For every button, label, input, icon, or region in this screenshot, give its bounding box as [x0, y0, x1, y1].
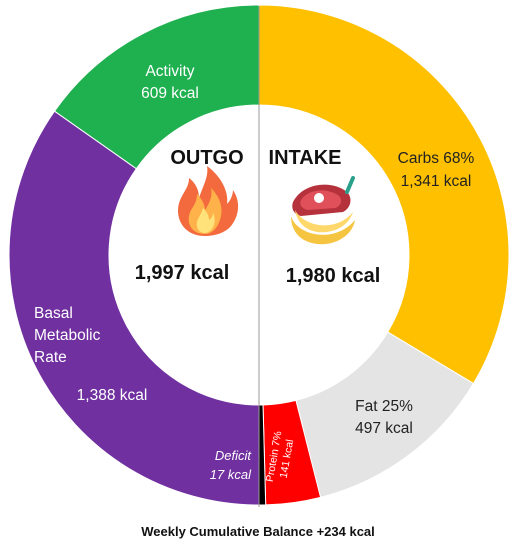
bmr-label-line1: Basal: [34, 305, 73, 322]
donut-segments: [8, 4, 510, 506]
bmr-value: 1,388 kcal: [77, 387, 148, 404]
carbs-value: 1,341 kcal: [401, 173, 472, 190]
outgo-total: 1,997 kcal: [135, 262, 230, 284]
bmr-label-line3: Rate: [34, 349, 67, 366]
footer-balance: Weekly Cumulative Balance +234 kcal: [141, 524, 375, 539]
deficit-label: Deficit: [215, 448, 253, 463]
intake-total: 1,980 kcal: [286, 265, 381, 287]
bmr-label-line2: Metabolic: [34, 327, 101, 344]
flame-icon: [178, 166, 239, 236]
fat-label: Fat 25%: [355, 398, 413, 415]
carbs-label: Carbs 68%: [398, 150, 475, 167]
outgo-heading: OUTGO: [170, 147, 243, 169]
fat-value: 497 kcal: [355, 420, 413, 437]
intake-heading: INTAKE: [269, 147, 342, 169]
activity-label: Activity: [145, 63, 194, 80]
food-icon: [291, 176, 355, 245]
deficit-value: 17 kcal: [210, 467, 252, 482]
activity-value: 609 kcal: [141, 85, 199, 102]
